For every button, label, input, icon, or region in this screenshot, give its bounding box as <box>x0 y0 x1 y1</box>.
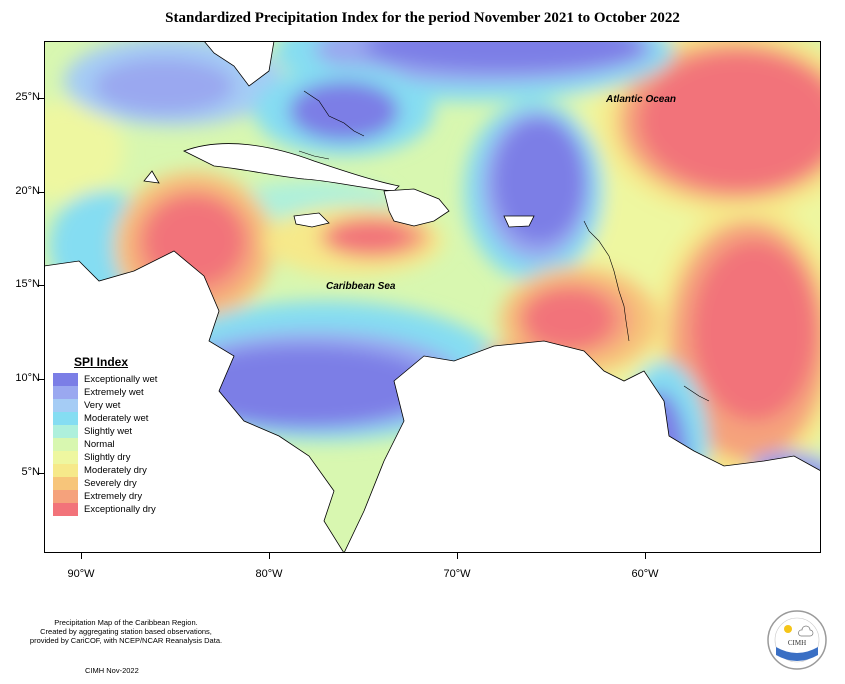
map-border <box>44 41 821 553</box>
legend-label: Slightly wet <box>84 426 133 437</box>
cloud-icon <box>798 625 814 637</box>
footer-line: provided by CariCOF, with NCEP/NCAR Rean… <box>29 636 223 645</box>
legend-swatch <box>53 438 78 451</box>
lat-label: 25°N <box>15 91 40 103</box>
lat-label: 5°N <box>21 466 40 478</box>
spi-legend: SPI Index Exceptionally wet Extremely wet… <box>53 355 193 516</box>
legend-swatch <box>53 386 78 399</box>
cimh-logo: CIMH <box>766 609 828 671</box>
legend-row: Exceptionally wet <box>53 373 193 386</box>
legend-swatch <box>53 373 78 386</box>
lon-tick <box>645 553 646 559</box>
footer-note: Precipitation Map of the Caribbean Regio… <box>6 618 246 645</box>
legend-swatch <box>53 412 78 425</box>
lon-label: 80°W <box>255 568 283 580</box>
lat-tick <box>38 98 44 99</box>
lon-tick <box>269 553 270 559</box>
lat-tick <box>38 285 44 286</box>
legend-label: Exceptionally wet <box>84 374 158 385</box>
legend-swatch <box>53 399 78 412</box>
legend-label: Moderately wet <box>84 413 149 424</box>
lon-label: 60°W <box>631 568 659 580</box>
sun-icon <box>784 625 792 633</box>
legend-swatch <box>53 464 78 477</box>
legend-label: Extremely dry <box>84 491 143 502</box>
lon-tick <box>81 553 82 559</box>
footer-line: Precipitation Map of the Caribbean Regio… <box>54 618 198 627</box>
wave-icon <box>776 647 818 661</box>
map-title: Standardized Precipitation Index for the… <box>165 10 680 26</box>
lon-tick <box>457 553 458 559</box>
legend-swatch <box>53 425 78 438</box>
legend-label: Extremely wet <box>84 387 144 398</box>
legend-row: Severely dry <box>53 477 193 490</box>
legend-swatch <box>53 490 78 503</box>
footer-credit: CIMH Nov-2022 <box>85 666 139 675</box>
footer-line: Created by aggregating station based obs… <box>40 627 212 636</box>
legend-swatch <box>53 451 78 464</box>
lat-tick <box>38 192 44 193</box>
logo-text: CIMH <box>788 639 806 647</box>
lat-label: 15°N <box>15 278 40 290</box>
lat-label: 10°N <box>15 372 40 384</box>
lat-tick <box>38 379 44 380</box>
spi-map <box>44 41 821 553</box>
coastline-details <box>298 90 710 402</box>
lat-label: 20°N <box>15 185 40 197</box>
map-canvas <box>44 41 821 553</box>
cimh-logo-graphic: CIMH <box>767 610 827 670</box>
lon-label: 90°W <box>67 568 95 580</box>
atlantic-ocean-label: Atlantic Ocean <box>606 94 677 105</box>
caribbean-sea-label: Caribbean Sea <box>326 281 396 292</box>
legend-label: Severely dry <box>84 478 137 489</box>
lon-label: 70°W <box>443 568 471 580</box>
land-masses <box>44 41 821 553</box>
lat-tick <box>38 473 44 474</box>
legend-label: Normal <box>84 439 115 450</box>
legend-row: Very wet <box>53 399 193 412</box>
legend-swatch <box>53 503 78 516</box>
legend-row: Extremely dry <box>53 490 193 503</box>
legend-title: SPI Index <box>74 355 129 369</box>
legend-row: Slightly wet <box>53 425 193 438</box>
legend-label: Exceptionally dry <box>84 504 156 515</box>
legend-swatch <box>53 477 78 490</box>
legend-row: Extremely wet <box>53 386 193 399</box>
legend-row: Exceptionally dry <box>53 503 193 516</box>
legend-row: Slightly dry <box>53 451 193 464</box>
legend-row: Moderately dry <box>53 464 193 477</box>
legend-row: Moderately wet <box>53 412 193 425</box>
legend-label: Moderately dry <box>84 465 147 476</box>
legend-label: Very wet <box>84 400 121 411</box>
legend-rows: Exceptionally wet Extremely wet Very wet Mo… <box>53 373 193 516</box>
legend-label: Slightly dry <box>84 452 131 463</box>
legend-row: Normal <box>53 438 193 451</box>
